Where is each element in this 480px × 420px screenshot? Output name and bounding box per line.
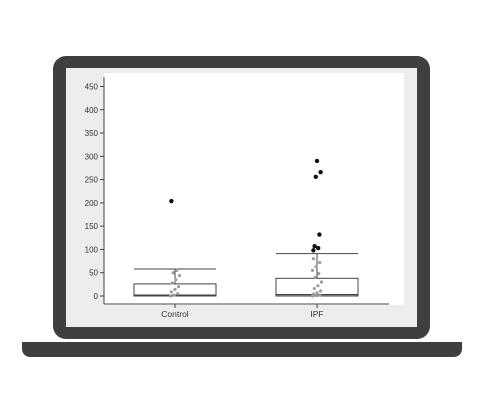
outlier-1-5 [318,169,323,175]
y-tick-label-9: 450 [85,82,99,91]
data-point-0-5 [177,285,181,289]
data-point-1-3 [311,292,315,296]
data-point-1-6 [312,286,316,291]
y-tick-label-7: 350 [85,129,99,138]
y-tick-label-1: 50 [89,269,98,278]
data-point-0-1 [172,293,176,297]
data-point-0-8 [177,273,182,278]
data-point-0-10 [175,268,179,272]
outlier-1-3 [317,232,322,237]
data-point-1-13 [318,260,322,265]
data-point-1-1 [314,293,318,298]
data-point-0-0 [168,294,173,298]
boxes [133,158,359,298]
data-point-0-9 [171,271,175,275]
data-point-1-12 [314,265,318,269]
outlier-1-0 [311,248,316,253]
data-point-1-7 [316,284,320,288]
data-point-1-8 [319,280,324,284]
data-point-1-10 [317,272,321,276]
plot-area [104,73,404,305]
box-ipf [275,158,359,298]
data-point-0-3 [169,290,173,294]
y-axis: 0 50 100 150 200 250 300 350 400 450 [85,77,105,304]
data-point-0-7 [174,278,178,282]
x-tick-label-ipf: IPF [310,309,323,319]
data-point-0-2 [176,292,180,296]
laptop-base [22,342,462,357]
x-tick-label-control: Control [161,309,189,319]
data-point-1-9 [313,275,317,279]
x-axis: Control IPF [104,303,389,319]
y-tick-label-3: 150 [85,222,99,231]
y-tick-label-8: 400 [85,106,99,115]
y-tick-label-2: 100 [85,245,99,254]
outlier-1-1 [316,245,321,251]
data-point-0-4 [173,287,177,292]
outlier-1-6 [314,158,320,164]
outlier-0-0 [169,198,174,204]
y-tick-label-5: 250 [85,176,99,185]
outlier-1-2 [312,243,317,249]
data-point-1-5 [319,289,323,293]
data-point-0-6 [170,281,174,285]
data-point-1-14 [311,257,315,261]
data-point-1-2 [318,293,322,297]
data-point-1-4 [315,291,319,295]
data-point-1-11 [310,268,315,272]
y-tick-label-0: 0 [94,292,99,301]
y-tick-label-6: 300 [85,152,99,161]
outlier-1-4 [313,174,318,180]
box-control [133,198,217,298]
y-tick-label-4: 200 [85,199,99,208]
